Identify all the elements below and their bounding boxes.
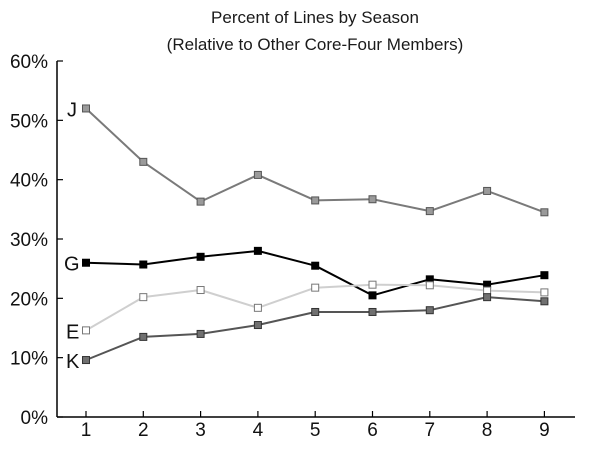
data-point — [311, 261, 320, 270]
series-layer — [82, 104, 549, 365]
y-tick-label: 0% — [21, 408, 49, 429]
data-point — [311, 196, 320, 205]
data-point — [253, 246, 262, 255]
x-tick-label: 1 — [81, 420, 92, 441]
data-point — [82, 104, 90, 113]
data-point — [311, 307, 320, 316]
series-j — [82, 104, 549, 217]
data-point — [139, 157, 148, 166]
chart-subtitle: (Relative to Other Core-Four Members) — [167, 35, 464, 54]
x-tick-label: 4 — [253, 420, 264, 441]
series-k — [82, 293, 549, 365]
x-axis-ticks: 1 2 3 4 5 6 7 8 9 — [81, 411, 550, 441]
series-label-e: E — [66, 321, 79, 343]
data-point — [540, 288, 549, 297]
x-tick-label: 8 — [482, 420, 493, 441]
series-e — [82, 280, 549, 335]
data-point — [425, 281, 434, 290]
x-tick-label: 5 — [310, 420, 321, 441]
data-point — [368, 307, 377, 316]
data-point — [368, 280, 377, 289]
series-line — [85, 296, 545, 361]
data-point — [368, 195, 377, 204]
data-point — [196, 197, 205, 206]
data-point — [196, 252, 205, 261]
data-point — [196, 329, 205, 338]
data-point — [540, 297, 549, 306]
data-point — [82, 258, 90, 267]
data-point — [483, 286, 492, 295]
data-point — [253, 303, 262, 312]
y-tick-label: 60% — [10, 52, 48, 73]
data-point — [82, 356, 90, 365]
series-label-k: K — [66, 351, 80, 373]
y-tick-label: 30% — [10, 230, 48, 251]
y-axis-ticks: 0% 10% 20% 30% 40% 50% 60% — [10, 52, 63, 429]
data-point — [483, 293, 492, 302]
data-point — [196, 286, 205, 295]
data-point — [253, 321, 262, 330]
data-point — [425, 306, 434, 315]
data-point — [139, 260, 148, 269]
data-point — [540, 208, 549, 217]
y-tick-label: 20% — [10, 289, 48, 310]
y-tick-label: 40% — [10, 171, 48, 192]
axes — [56, 61, 575, 418]
data-point — [139, 332, 148, 341]
series-labels: J G EK — [64, 99, 80, 373]
y-tick-label: 50% — [10, 111, 48, 132]
chart-title: Percent of Lines by Season — [211, 8, 419, 27]
series-g — [82, 246, 549, 300]
x-tick-label: 2 — [138, 420, 149, 441]
data-point — [253, 170, 262, 179]
x-tick-label: 9 — [539, 420, 550, 441]
series-label-j: J — [67, 99, 77, 121]
x-tick-label: 3 — [195, 420, 206, 441]
series-label-g: G — [64, 254, 80, 276]
data-point — [540, 271, 549, 280]
x-tick-label: 7 — [425, 420, 436, 441]
data-point — [82, 326, 90, 335]
data-point — [425, 207, 434, 216]
x-tick-label: 6 — [367, 420, 378, 441]
data-point — [368, 291, 377, 300]
y-tick-label: 10% — [10, 349, 48, 370]
data-point — [139, 293, 148, 302]
data-point — [311, 283, 320, 292]
data-point — [483, 186, 492, 195]
